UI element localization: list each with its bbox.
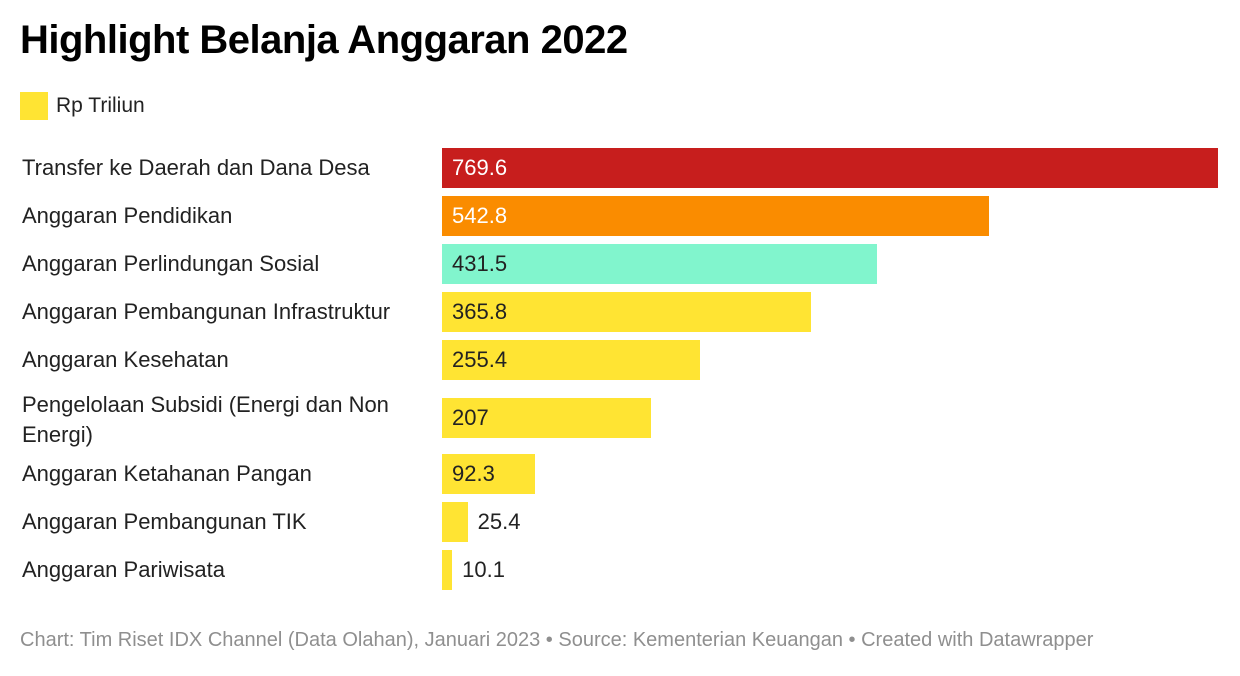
bar-row: Anggaran Ketahanan Pangan 92.3 [0, 454, 1240, 494]
bar-row: Transfer ke Daerah dan Dana Desa 769.6 [0, 148, 1240, 188]
legend-label: Rp Triliun [56, 94, 145, 117]
chart-footer: Chart: Tim Riset IDX Channel (Data Olaha… [20, 629, 1094, 651]
category-label: Anggaran Pariwisata [22, 557, 226, 582]
legend: Rp Triliun [20, 92, 145, 120]
category-label: Anggaran Pendidikan [22, 203, 233, 228]
bar [442, 454, 536, 494]
bar-row: Anggaran Kesehatan 255.4 [0, 340, 1240, 380]
bar-row: Anggaran Pembangunan TIK 25.4 [0, 502, 1240, 542]
bar-row: Anggaran Pendidikan 542.8 [0, 196, 1240, 236]
bar [442, 550, 453, 590]
bar [442, 244, 878, 284]
bar [442, 196, 990, 236]
category-label: Anggaran Perlindungan Sosial [22, 251, 320, 276]
category-label: Transfer ke Daerah dan Dana Desa [22, 155, 370, 180]
value-label: 25.4 [477, 509, 521, 534]
category-label: Anggaran Kesehatan [22, 347, 229, 372]
value-label: 431.5 [452, 251, 508, 276]
value-label: 92.3 [452, 461, 495, 486]
category-label: Anggaran Ketahanan Pangan [22, 461, 312, 486]
bar [442, 292, 811, 332]
value-label: 207 [452, 405, 489, 430]
category-label: Anggaran Pembangunan Infrastruktur [22, 299, 391, 324]
legend-swatch [20, 92, 48, 120]
bar-row: Anggaran Pembangunan Infrastruktur 365.8 [0, 292, 1240, 332]
category-label: Anggaran Pembangunan TIK [22, 509, 307, 534]
value-label: 10.1 [462, 557, 505, 582]
bar-row: Anggaran Pariwisata 10.1 [0, 550, 1240, 590]
bar [442, 398, 651, 438]
bar-row: Anggaran Perlindungan Sosial 431.5 [0, 244, 1240, 284]
bar [442, 340, 700, 380]
value-label: 542.8 [452, 203, 508, 228]
value-label: 769.6 [452, 155, 508, 180]
value-label: 365.8 [452, 299, 508, 324]
bar [442, 148, 1218, 188]
bar-row: Pengelolaan Subsidi (Energi dan Non Ener… [0, 392, 1240, 447]
chart-title: Highlight Belanja Anggaran 2022 [20, 18, 628, 62]
bar [442, 502, 468, 542]
category-label: Pengelolaan Subsidi (Energi dan Non Ener… [22, 392, 389, 447]
value-label: 255.4 [452, 347, 508, 372]
